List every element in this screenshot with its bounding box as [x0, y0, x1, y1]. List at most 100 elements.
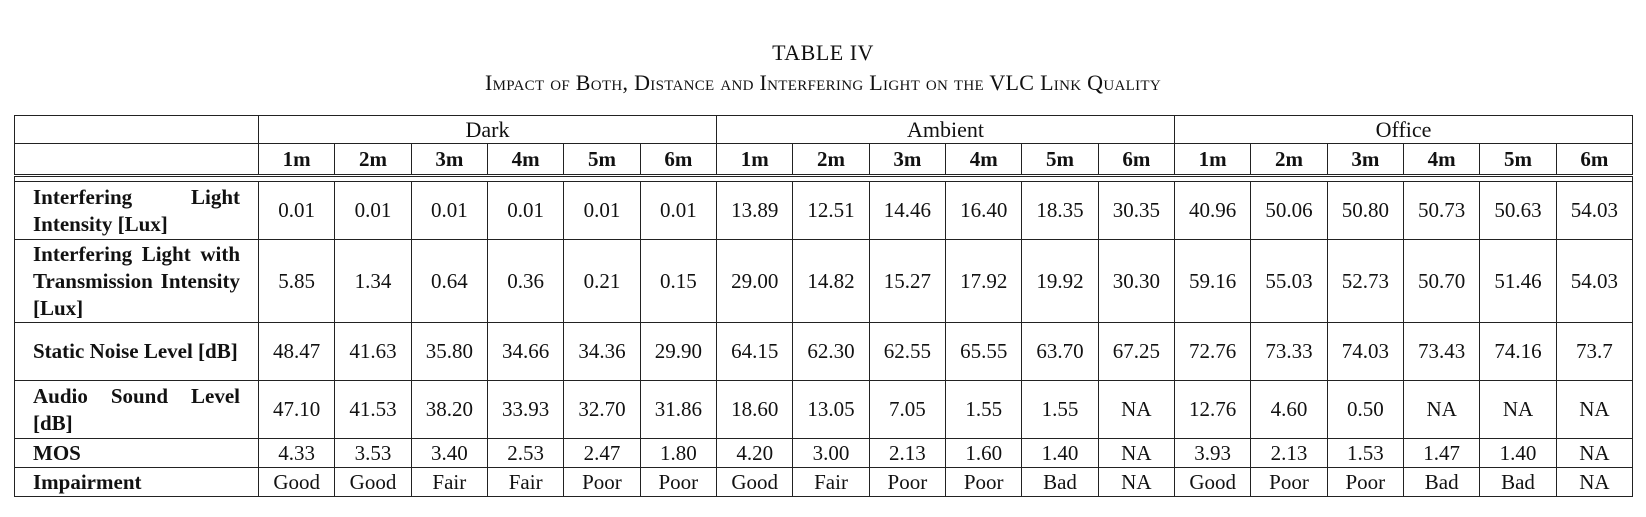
value-cell: 16.40 — [945, 181, 1023, 240]
value-cell: 65.55 — [945, 322, 1023, 381]
value-cell: Poor — [1326, 467, 1405, 497]
value-cell: Good — [716, 467, 794, 497]
distance-header: 2m — [792, 143, 870, 177]
value-cell: Good — [257, 467, 336, 497]
value-cell: 50.70 — [1402, 239, 1481, 323]
group-header-dark: Dark — [257, 115, 718, 144]
value-cell: Good — [334, 467, 412, 497]
value-cell: 41.63 — [334, 322, 412, 381]
value-cell: 0.21 — [563, 239, 641, 323]
value-cell: 72.76 — [1174, 322, 1252, 381]
value-cell: NA — [1555, 467, 1634, 497]
distance-header-row: 1m 2m 3m 4m 5m 6m 1m 2m 3m 4m 5m 6m 1m 2… — [14, 143, 1634, 177]
value-cell: 7.05 — [868, 380, 947, 439]
value-cell: 29.00 — [716, 239, 794, 323]
table-row: Interfering Light Intensity [Lux] 0.01 0.0… — [14, 181, 1634, 240]
table-row: MOS 4.33 3.53 3.40 2.53 2.47 1.80 4.20 3.00 2.13 1… — [14, 438, 1634, 468]
value-cell: 59.16 — [1174, 239, 1252, 323]
value-cell: 17.92 — [945, 239, 1023, 323]
value-cell: 50.80 — [1326, 181, 1405, 240]
value-cell: 0.01 — [334, 181, 412, 240]
value-cell: 0.64 — [410, 239, 488, 323]
distance-header: 5m — [1021, 143, 1099, 177]
value-cell: 2.13 — [868, 438, 947, 468]
results-table: Dark Ambient Office 1m 2m 3m 4m 5m 6m 1m… — [13, 115, 1634, 497]
value-cell: 32.70 — [563, 380, 641, 439]
corner-cell — [14, 115, 259, 144]
value-cell: 2.47 — [563, 438, 641, 468]
value-cell: Poor — [1250, 467, 1328, 497]
group-header-ambient: Ambient — [716, 115, 1176, 144]
value-cell: 1.80 — [639, 438, 718, 468]
value-cell: 64.15 — [716, 322, 794, 381]
corner-cell-lower — [14, 143, 259, 177]
distance-header: 3m — [1326, 143, 1405, 177]
row-label: MOS — [14, 438, 259, 468]
value-cell: Poor — [639, 467, 718, 497]
table-row: Impairment Good Good Fair Fair Poor Poor Good Fa… — [14, 467, 1634, 497]
table-row: Static Noise Level [dB] 48.47 41.63 35.80 34… — [14, 322, 1634, 381]
value-cell: 1.60 — [945, 438, 1023, 468]
value-cell: 33.93 — [486, 380, 565, 439]
value-cell: 38.20 — [410, 380, 488, 439]
value-cell: 62.30 — [792, 322, 870, 381]
value-cell: 1.34 — [334, 239, 412, 323]
value-cell: 3.93 — [1174, 438, 1252, 468]
value-cell: 29.90 — [639, 322, 718, 381]
value-cell: Bad — [1402, 467, 1481, 497]
value-cell: 0.01 — [486, 181, 565, 240]
value-cell: NA — [1097, 467, 1176, 497]
value-cell: 4.60 — [1250, 380, 1328, 439]
value-cell: 0.36 — [486, 239, 565, 323]
distance-header: 2m — [1250, 143, 1328, 177]
value-cell: 73.43 — [1402, 322, 1481, 381]
table-number: TABLE IV — [772, 40, 874, 65]
value-cell: 63.70 — [1021, 322, 1099, 381]
value-cell: 3.40 — [410, 438, 488, 468]
value-cell: Good — [1174, 467, 1252, 497]
distance-header: 1m — [1174, 143, 1252, 177]
table-title: Impact of Both, Distance and Interfering… — [485, 70, 1161, 95]
distance-header: 4m — [1402, 143, 1481, 177]
distance-header: 3m — [410, 143, 488, 177]
value-cell: 1.40 — [1021, 438, 1099, 468]
value-cell: 18.60 — [716, 380, 794, 439]
value-cell: NA — [1402, 380, 1481, 439]
value-cell: 1.47 — [1402, 438, 1481, 468]
value-cell: 3.53 — [334, 438, 412, 468]
value-cell: 30.30 — [1097, 239, 1176, 323]
row-label: Interfering Light with Transmission Inte… — [14, 239, 259, 323]
value-cell: 12.51 — [792, 181, 870, 240]
value-cell: 73.33 — [1250, 322, 1328, 381]
value-cell: 0.15 — [639, 239, 718, 323]
value-cell: 41.53 — [334, 380, 412, 439]
value-cell: 50.63 — [1479, 181, 1557, 240]
value-cell: 13.89 — [716, 181, 794, 240]
value-cell: 14.46 — [868, 181, 947, 240]
distance-header: 1m — [257, 143, 336, 177]
value-cell: 55.03 — [1250, 239, 1328, 323]
value-cell: 62.55 — [868, 322, 947, 381]
value-cell: NA — [1555, 438, 1634, 468]
value-cell: NA — [1479, 380, 1557, 439]
row-label: Static Noise Level [dB] — [14, 322, 259, 381]
value-cell: Fair — [410, 467, 488, 497]
value-cell: 47.10 — [257, 380, 336, 439]
distance-header: 5m — [563, 143, 641, 177]
distance-header: 1m — [716, 143, 794, 177]
value-cell: Bad — [1479, 467, 1557, 497]
value-cell: 3.00 — [792, 438, 870, 468]
value-cell: 1.55 — [1021, 380, 1099, 439]
value-cell: NA — [1097, 380, 1176, 439]
distance-header: 4m — [945, 143, 1023, 177]
value-cell: 67.25 — [1097, 322, 1176, 381]
value-cell: 5.85 — [257, 239, 336, 323]
value-cell: 50.06 — [1250, 181, 1328, 240]
value-cell: 1.53 — [1326, 438, 1405, 468]
value-cell: 0.01 — [563, 181, 641, 240]
value-cell: 31.86 — [639, 380, 718, 439]
distance-header: 5m — [1479, 143, 1557, 177]
value-cell: 4.33 — [257, 438, 336, 468]
distance-header: 2m — [334, 143, 412, 177]
table-row: Audio Sound Level [dB] 47.10 41.53 38.20 33.… — [14, 380, 1634, 439]
